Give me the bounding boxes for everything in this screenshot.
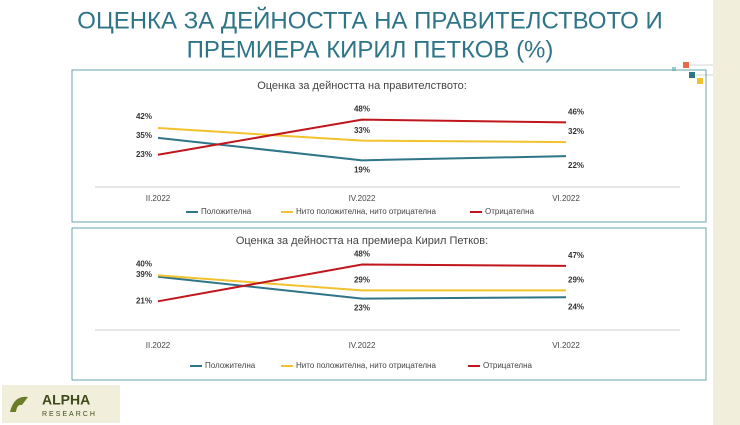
value-label: 42% — [136, 112, 152, 121]
series-line — [157, 263, 567, 303]
legend-label: Отрицателна — [483, 361, 533, 370]
value-label: 33% — [354, 126, 370, 135]
value-label: 46% — [568, 108, 584, 117]
logo-sub: RESEARCH — [42, 411, 97, 418]
legend-label: Отрицателна — [485, 207, 535, 216]
value-label: 48% — [354, 250, 370, 259]
slide-title: ПРЕМИЕРА КИРИЛ ПЕТКОВ (%) — [187, 36, 554, 63]
value-label: 32% — [568, 127, 584, 136]
logo-name: ALPHA — [42, 392, 90, 408]
legend-label: Нито положителна, нито отрицателна — [296, 361, 436, 370]
value-label: 19% — [354, 165, 370, 174]
value-label: 23% — [354, 304, 370, 313]
logo: ALPHA RESEARCH — [2, 385, 120, 423]
side-strip — [713, 0, 740, 425]
slide-title: ОЦЕНКА ЗА ДЕЙНОСТТА НА ПРАВИТЕЛСТВОТО И — [77, 6, 662, 34]
series-line — [157, 274, 566, 292]
value-label: 39% — [136, 270, 152, 279]
legend-label: Положителна — [205, 361, 256, 370]
chart-title: Оценка за дейността на премиера Кирил Пе… — [236, 235, 488, 247]
x-tick-label: VI.2022 — [552, 194, 580, 203]
chart-box — [71, 227, 707, 381]
value-label: 29% — [354, 276, 370, 285]
value-label: 47% — [568, 251, 584, 260]
series-line — [157, 136, 567, 162]
value-label: 24% — [568, 302, 584, 311]
value-label: 29% — [568, 276, 584, 285]
chart-box — [71, 69, 707, 223]
legend-label: Нито положителна, нито отрицателна — [296, 207, 436, 216]
x-tick-label: IV.2022 — [349, 341, 376, 350]
value-label: 35% — [136, 131, 152, 140]
series-line — [157, 275, 567, 300]
x-tick-label: VI.2022 — [552, 341, 580, 350]
x-tick-label: II.2022 — [146, 194, 171, 203]
series-line — [157, 118, 567, 156]
value-label: 22% — [568, 161, 584, 170]
series-line — [157, 127, 567, 144]
value-label: 40% — [136, 259, 152, 268]
x-tick-label: IV.2022 — [349, 194, 376, 203]
legend-label: Положителна — [201, 207, 252, 216]
value-label: 21% — [136, 296, 152, 305]
decoration — [672, 62, 713, 84]
chart-title: Оценка за дейността на правителството: — [257, 80, 467, 92]
value-label: 23% — [136, 150, 152, 159]
x-tick-label: II.2022 — [146, 341, 171, 350]
value-label: 48% — [354, 105, 370, 114]
